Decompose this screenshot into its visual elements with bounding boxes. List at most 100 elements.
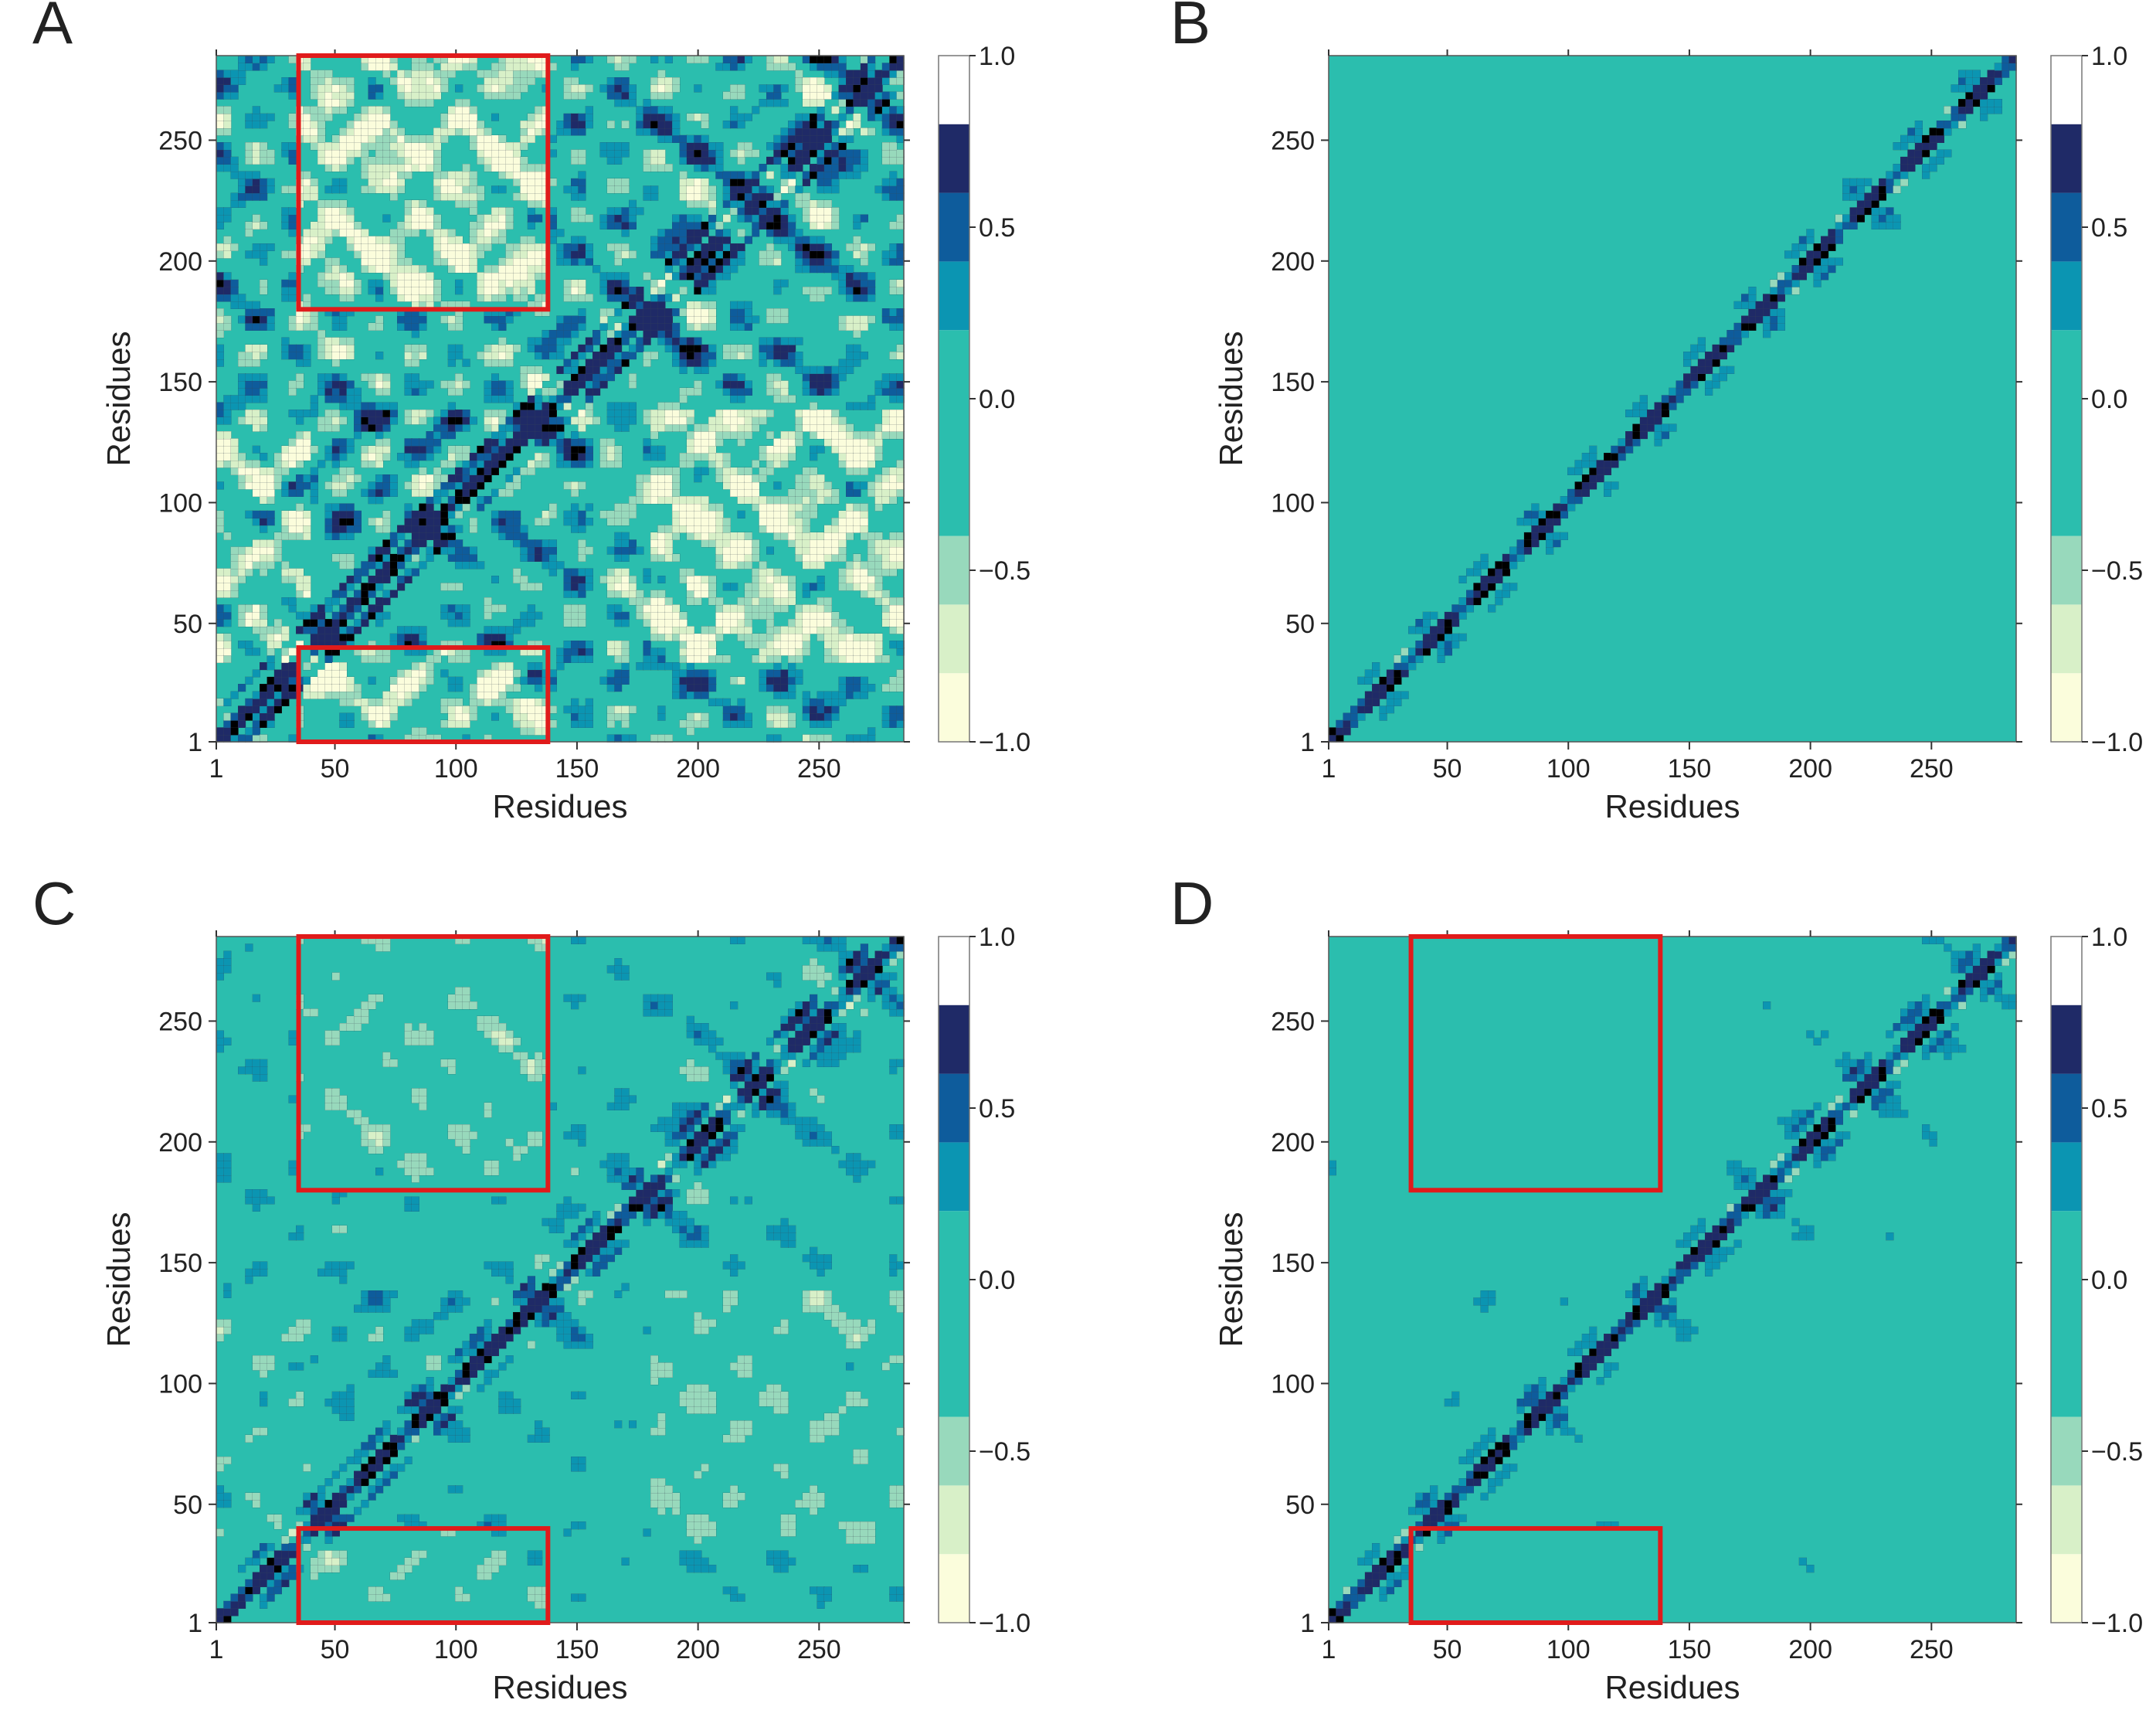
heatmap-cell: [889, 156, 898, 165]
heatmap-cell: [643, 308, 651, 317]
heatmap-cell: [1611, 481, 1619, 490]
heatmap-cell: [694, 55, 702, 64]
heatmap-cell: [419, 416, 427, 425]
heatmap-cell: [853, 359, 861, 367]
heatmap-cell: [216, 344, 225, 353]
heatmap-cell: [592, 352, 601, 360]
heatmap-cell: [484, 84, 492, 93]
heatmap-cell: [484, 416, 492, 425]
heatmap-cell: [295, 510, 304, 519]
heatmap-cell: [527, 344, 535, 353]
heatmap-cell: [759, 583, 767, 591]
heatmap-cell: [375, 279, 384, 287]
heatmap-cell: [404, 409, 413, 418]
heatmap-cell: [810, 243, 818, 252]
heatmap-cell: [491, 604, 500, 613]
heatmap-cell: [556, 120, 565, 129]
heatmap-cell: [375, 127, 384, 136]
heatmap-cell: [303, 518, 311, 526]
heatmap-cell: [823, 496, 833, 505]
heatmap-cell: [795, 669, 803, 678]
heatmap-cell: [881, 604, 891, 613]
heatmap-cell: [752, 409, 760, 418]
heatmap-cell: [419, 294, 427, 302]
heatmap-cell: [881, 76, 891, 86]
heatmap-cell: [404, 294, 413, 302]
heatmap-cell: [382, 698, 391, 707]
heatmap-cell: [845, 286, 854, 295]
heatmap-cell: [419, 344, 427, 353]
heatmap-cell: [657, 236, 666, 244]
heatmap-cell: [860, 98, 868, 107]
heatmap-cell: [361, 243, 369, 252]
heatmap-cell: [889, 474, 898, 483]
heatmap-cell: [397, 561, 406, 569]
heatmap-cell: [245, 604, 253, 613]
heatmap-cell: [715, 250, 724, 259]
heatmap-cell: [491, 445, 500, 454]
heatmap-cell: [780, 171, 789, 179]
heatmap-cell: [433, 134, 442, 143]
heatmap-cell: [766, 380, 775, 389]
heatmap-cell: [512, 474, 521, 483]
heatmap-cell: [317, 387, 326, 396]
heatmap-cell: [433, 532, 442, 541]
heatmap-cell: [766, 525, 775, 533]
heatmap-cell: [657, 409, 666, 418]
heatmap-cell: [368, 373, 376, 382]
heatmap-cell: [288, 229, 297, 237]
heatmap-cell: [512, 705, 521, 714]
heatmap-cell: [542, 561, 550, 569]
heatmap-cell: [621, 207, 630, 216]
heatmap-cell: [433, 518, 442, 526]
heatmap-cell: [643, 640, 651, 649]
heatmap-cell: [585, 380, 593, 389]
heatmap-cell: [773, 221, 782, 230]
heatmap-cell: [230, 467, 239, 475]
heatmap-cell: [650, 294, 659, 302]
heatmap-cell: [433, 654, 442, 663]
heatmap-cell: [520, 192, 528, 201]
heatmap-cell: [404, 380, 413, 389]
heatmap-cell: [715, 654, 724, 663]
heatmap-cell: [694, 691, 702, 699]
heatmap-cell: [1372, 662, 1380, 671]
heatmap-cell: [419, 207, 427, 216]
heatmap-cell: [548, 676, 558, 685]
heatmap-cell: [563, 315, 572, 324]
heatmap-cell: [230, 575, 239, 584]
heatmap-cell: [831, 416, 840, 425]
heatmap-cell: [260, 387, 268, 396]
heatmap-cell: [701, 178, 709, 187]
heatmap-cell: [708, 539, 717, 548]
heatmap-cell: [810, 546, 818, 555]
heatmap-cell: [542, 423, 550, 432]
heatmap-cell: [628, 583, 637, 591]
heatmap-cell: [469, 416, 478, 425]
heatmap-cell: [889, 55, 898, 64]
heatmap-cell: [361, 402, 369, 410]
heatmap-cell: [1437, 654, 1445, 663]
heatmap-cell: [454, 185, 463, 194]
heatmap-cell: [1828, 264, 1836, 274]
heatmap-cell: [759, 654, 767, 663]
heatmap-cell: [527, 127, 535, 136]
heatmap-cell: [267, 308, 275, 317]
heatmap-cell: [628, 315, 637, 324]
heatmap-cell: [679, 669, 688, 678]
heatmap-cell: [339, 669, 348, 678]
heatmap-cell: [787, 648, 796, 656]
heatmap-cell: [433, 149, 442, 158]
heatmap-cell: [823, 633, 833, 641]
heatmap-cell: [686, 301, 695, 309]
heatmap-cell: [881, 141, 891, 151]
heatmap-cell: [773, 503, 782, 512]
heatmap-cell: [715, 452, 724, 461]
heatmap-cell: [780, 178, 789, 187]
colorbar-segment: [939, 192, 969, 262]
heatmap-cell: [817, 618, 825, 627]
heatmap-cell: [845, 503, 854, 512]
heatmap-cell: [585, 387, 593, 396]
heatmap-cell: [324, 654, 333, 663]
heatmap-cell: [469, 141, 478, 151]
